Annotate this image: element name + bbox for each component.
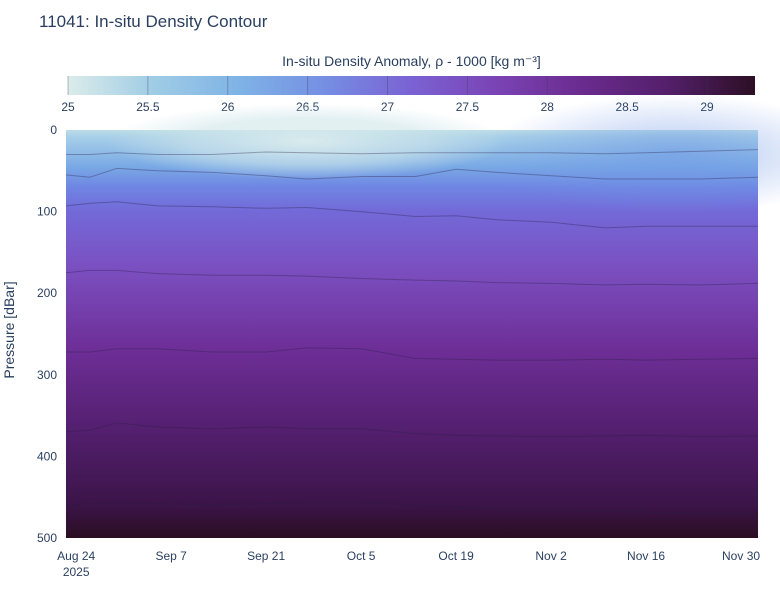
surface-blue-patch — [483, 94, 780, 215]
colorbar-tick-label: 25 — [61, 100, 75, 114]
x-tick-label: Oct 5 — [347, 549, 376, 563]
colorbar-gradient — [68, 76, 755, 95]
x-tick-year: 2025 — [63, 565, 90, 579]
y-tick-label: 100 — [37, 205, 57, 219]
y-tick-label: 200 — [37, 286, 57, 300]
chart-title: 11041: In-situ Density Contour — [39, 12, 268, 31]
contour-line-29.0 — [65, 501, 758, 514]
x-tick-label: Nov 30 — [722, 549, 760, 563]
contour-line-26.0 — [66, 149, 759, 155]
y-tick-label: 500 — [37, 531, 57, 545]
contour-line-27.0 — [65, 201, 758, 229]
colorbar-tick-label: 25.5 — [136, 100, 160, 114]
colorbar-title: In-situ Density Anomaly, ρ - 1000 [kg m⁻… — [282, 53, 541, 69]
contour-lines — [65, 149, 759, 514]
colorbar-tick-label: 27.5 — [456, 100, 480, 114]
x-tick-label: Oct 19 — [438, 549, 474, 563]
y-axis-label: Pressure [dBar] — [1, 281, 17, 378]
x-tick-label: Nov 16 — [627, 549, 665, 563]
heatmap-area — [66, 94, 780, 538]
contour-line-28.5 — [65, 422, 759, 438]
x-tick-label: Sep 21 — [247, 549, 285, 563]
x-tick-label: Aug 24 — [57, 549, 95, 563]
y-tick-label: 300 — [37, 368, 57, 382]
x-tick-label: Nov 2 — [535, 549, 567, 563]
contour-line-27.5 — [65, 269, 759, 286]
y-axis: 0 100 200 300 400 500 Pressure [dBar] — [1, 123, 57, 545]
x-axis: Aug 24 2025 Sep 7 Sep 21 Oct 5 Oct 19 Nov 2 Nov… — [57, 549, 760, 579]
contour-line-28.0 — [66, 347, 759, 361]
contour-line-26.5 — [65, 167, 759, 180]
x-tick-label: Sep 7 — [155, 549, 187, 563]
y-tick-label: 400 — [37, 449, 57, 463]
y-tick-label: 0 — [50, 123, 57, 137]
surface-light-patch — [106, 103, 507, 180]
